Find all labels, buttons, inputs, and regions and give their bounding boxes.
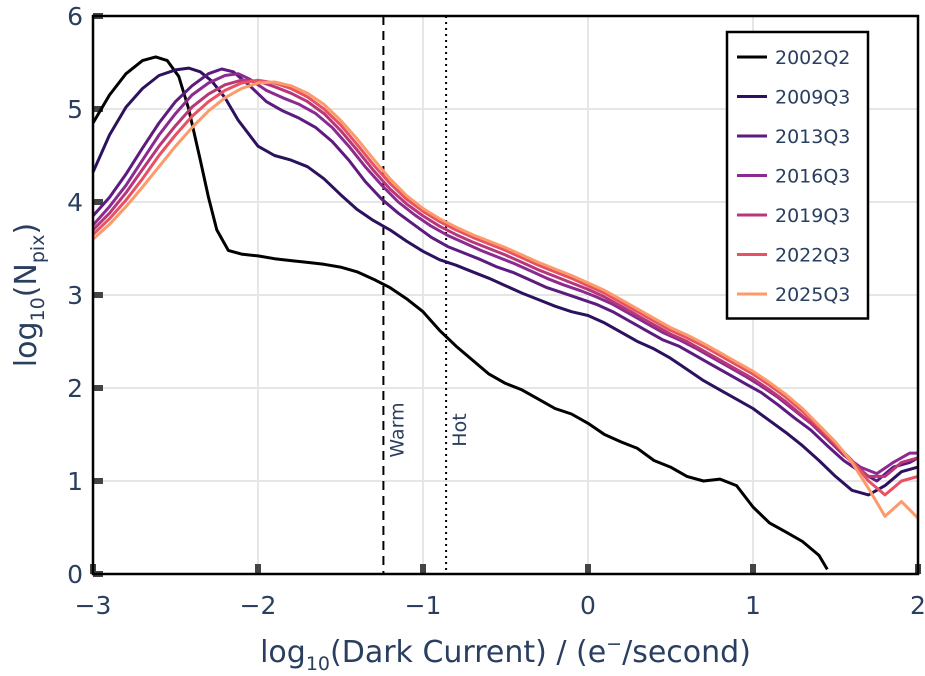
x-title-sub: 10 (306, 653, 330, 675)
y-tick-label: 3 (67, 281, 83, 310)
plot-frame (91, 14, 920, 576)
x-title-sup: − (606, 633, 622, 655)
threshold-lines: Warm Hot (382, 16, 471, 574)
x-tick-labels: −3 −2 −1 0 1 2 (75, 591, 925, 620)
x-tick-marks (90, 564, 921, 574)
x-title-part-2: (Dark Current) / (e (330, 635, 606, 670)
y-tick-label: 4 (67, 188, 83, 217)
series-line-2013Q3 (91, 67, 919, 483)
x-tick-label: −3 (75, 591, 112, 620)
y-tick-label: 2 (67, 374, 83, 403)
y-tick-labels: 0 1 2 3 4 5 6 (67, 2, 83, 589)
y-title-sub-2: pix (27, 235, 49, 264)
x-title-part-3: /second) (622, 635, 751, 670)
legend-entry-label: 2013Q3 (775, 126, 850, 148)
x-tick-label: 1 (745, 591, 761, 620)
y-tick-marks (93, 13, 103, 577)
x-tick-label: −1 (405, 591, 442, 620)
legend-entry-label: 2002Q2 (775, 47, 850, 69)
y-title-part-3: ) (9, 223, 44, 235)
series-line-2019Q3 (91, 78, 919, 478)
legend-entry-label: 2016Q3 (775, 166, 850, 188)
y-tick-label: 6 (67, 2, 83, 31)
hot-label: Hot (449, 413, 471, 446)
legend-entry-label: 2022Q3 (775, 245, 850, 267)
legend-entry-label: 2009Q3 (775, 87, 850, 109)
series-line-2022Q3 (91, 78, 919, 497)
series-line-2002Q2 (91, 55, 829, 571)
x-tick-label: 2 (910, 591, 925, 620)
y-title-sub: 10 (27, 297, 49, 321)
x-axis-title: log10(Dark Current) / (e−/second) (260, 633, 751, 675)
x-title-part-1: log (260, 635, 306, 670)
legend: 2002Q2 2009Q3 2013Q3 2016Q3 2019Q3 2022Q3 2025… (725, 30, 870, 320)
series-line-2025Q3 (91, 80, 920, 520)
x-tick-label: 0 (580, 591, 596, 620)
y-tick-label: 0 (67, 560, 83, 589)
legend-entry-label: 2025Q3 (775, 284, 850, 306)
series-lines (91, 55, 920, 571)
y-title-part-2: (N (9, 263, 44, 297)
y-axis-title: log10(Npix) (9, 223, 49, 367)
y-tick-label: 1 (67, 467, 83, 496)
y-tick-label: 5 (67, 95, 83, 124)
y-title-part-1: log (9, 321, 44, 367)
warm-label: Warm (386, 402, 408, 457)
x-tick-label: −2 (240, 591, 277, 620)
legend-entry-label: 2019Q3 (775, 205, 850, 227)
